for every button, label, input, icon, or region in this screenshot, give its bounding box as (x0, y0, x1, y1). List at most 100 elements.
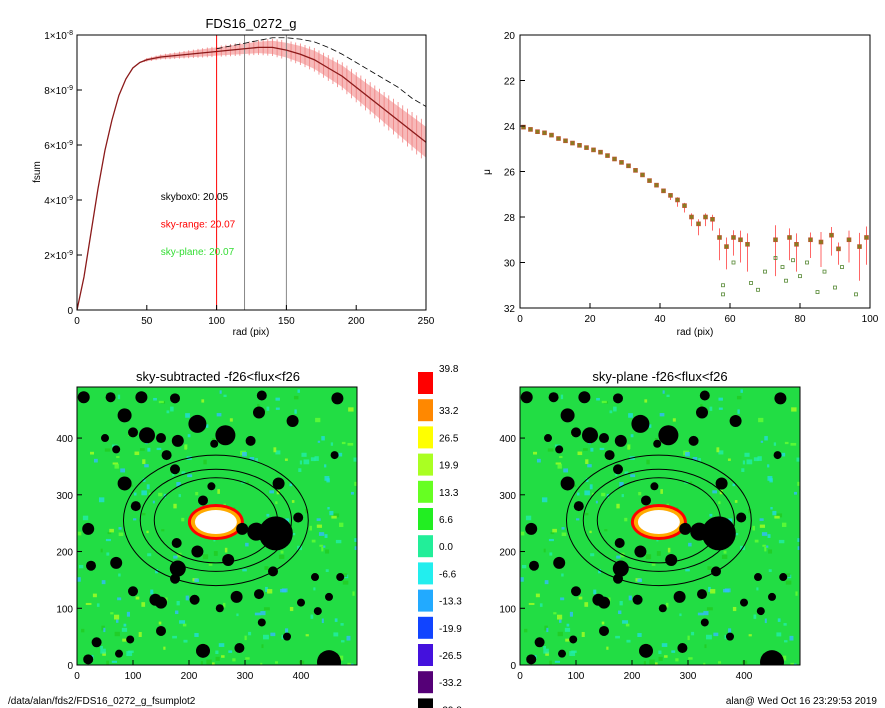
sky-plane-noise (577, 492, 580, 496)
sky-subtracted-noise (324, 476, 330, 481)
sky-subtracted-noise (341, 640, 345, 643)
mu-point (745, 242, 750, 247)
sky-subtracted-noise (203, 459, 207, 465)
sky-subtracted-noise (141, 602, 146, 607)
mu-point (675, 197, 680, 203)
sky-plane-x-tick-label: 300 (680, 671, 697, 682)
sky-plane-masked-source (529, 560, 539, 571)
sky-subtracted-noise (175, 610, 179, 615)
sky-subtracted-noise (126, 651, 133, 656)
mu-point (668, 193, 673, 198)
mu-point (563, 138, 568, 144)
sky-plane-x-tick-label: 400 (736, 671, 753, 682)
sky-plane-noise (566, 623, 570, 627)
sky-subtracted-masked-source (198, 495, 208, 506)
colorbar-swatch (418, 671, 433, 694)
sky-plane-noise (764, 436, 768, 441)
sky-plane-masked-source (658, 425, 679, 446)
sky-subtracted-noise (77, 531, 82, 536)
sky-plane-x-tick-label: 100 (568, 671, 585, 682)
fsum-x-tick-label: 50 (141, 316, 153, 327)
mu-x-tick-label: 60 (724, 314, 736, 325)
sky-subtracted-noise (98, 497, 105, 503)
sky-subtracted-noise (113, 614, 120, 620)
sky-plane-noise (691, 631, 695, 636)
sky-subtracted-noise (219, 390, 222, 394)
sky-subtracted-noise (166, 410, 170, 414)
sky-plane-noise (736, 395, 742, 400)
sky-subtracted-masked-source (189, 594, 200, 605)
sky-plane-masked-source (520, 391, 533, 404)
sky-plane-noise (625, 623, 630, 627)
sky-subtracted-noise (293, 395, 299, 400)
footer-user-time: alan@ Wed Oct 16 23:29:53 2019 (726, 696, 878, 707)
sky-plane-noise (616, 555, 621, 559)
sky-subtracted-noise (212, 662, 215, 665)
sky-subtracted-masked-source (207, 482, 216, 491)
sky-subtracted-noise (176, 482, 181, 487)
sky-subtracted-masked-source (188, 414, 207, 433)
sky-plane-noise (709, 406, 713, 411)
mu-x-tick-label: 40 (654, 314, 666, 325)
sky-plane-noise (569, 651, 576, 656)
sky-subtracted-noise (183, 639, 188, 643)
mu-point (647, 178, 652, 183)
fsum-x-tick-label: 150 (278, 316, 295, 327)
sky-subtracted-noise (82, 515, 89, 521)
sky-subtracted-noise (342, 580, 349, 585)
sky-subtracted-noise (316, 518, 321, 521)
sky-subtracted-title: sky-subtracted -f26<flux<f26 (136, 369, 300, 384)
sky-subtracted-masked-source (236, 522, 249, 535)
sky-subtracted-x-tick-label: 0 (74, 671, 80, 682)
sky-plane-noise (728, 628, 732, 633)
mu-point (535, 129, 540, 134)
sky-subtracted-noise (285, 518, 290, 523)
sky-subtracted-noise (316, 524, 323, 528)
sky-subtracted-galaxy-core (194, 510, 237, 535)
sky-subtracted-noise (116, 456, 120, 459)
colorbar-swatch (418, 399, 433, 422)
colorbar-label: 39.8 (439, 364, 459, 375)
sky-subtracted-masked-source (169, 560, 186, 577)
sky-subtracted-noise (195, 491, 199, 496)
sky-subtracted-noise (260, 662, 263, 665)
sky-plane-noise (585, 478, 589, 482)
sky-subtracted-noise (153, 397, 157, 401)
sky-subtracted-masked-source (210, 439, 219, 448)
sky-subtracted-noise (161, 529, 165, 532)
sky-plane-noise (697, 612, 704, 616)
sky-plane-noise (593, 589, 597, 595)
sky-plane-noise (658, 650, 662, 654)
colorbar: 39.8 33.2 26.5 19.9 13.3 6.6 0.0 -6.6 -13.3 -19.9… (418, 364, 462, 708)
sky-subtracted-noise (85, 602, 92, 605)
sky-subtracted-noise (112, 462, 119, 465)
sky-subtracted-noise (117, 394, 121, 400)
mu-x-label: rad (pix) (677, 327, 714, 338)
sky-plane-noise (626, 639, 631, 643)
mu-plane-point (822, 269, 827, 274)
sky-plane-masked-source (578, 391, 591, 404)
sky-plane-noise (584, 490, 590, 496)
sky-plane-masked-source (701, 516, 736, 551)
sky-plane-noise (713, 632, 719, 637)
sky-subtracted-noise (155, 569, 159, 574)
sky-subtracted-noise (347, 442, 354, 446)
sky-plane-masked-source (756, 607, 765, 616)
sky-subtracted-masked-source (77, 391, 90, 404)
sky-plane-noise (796, 457, 800, 462)
sky-plane-masked-source (632, 594, 643, 605)
sky-subtracted-noise (284, 458, 288, 461)
sky-plane-y-tick-label: 200 (499, 548, 516, 559)
sky-plane-noise (616, 503, 620, 509)
colorbar-swatch (418, 508, 433, 530)
sky-subtracted-noise (291, 533, 296, 536)
fsum-annotation-2: sky-plane: 20.07 (161, 247, 235, 258)
sky-subtracted-noise (170, 406, 174, 412)
sky-subtracted-masked-source (336, 573, 345, 582)
sky-plane-noise (790, 442, 797, 446)
sky-subtracted-noise (93, 458, 98, 463)
mu-point (549, 132, 554, 138)
sky-plane-noise (648, 424, 652, 428)
sky-plane-noise (563, 468, 569, 473)
